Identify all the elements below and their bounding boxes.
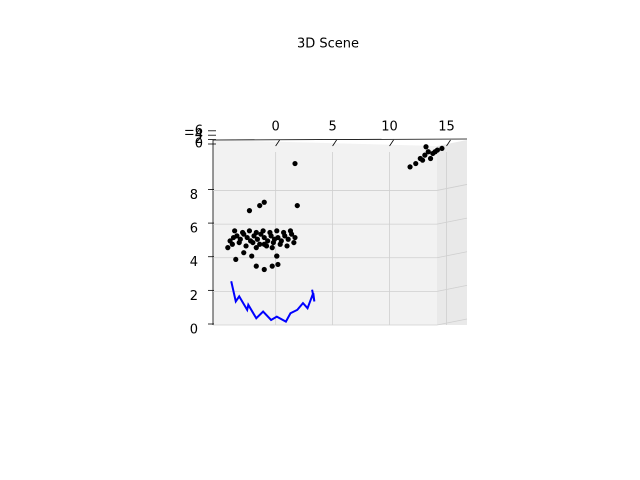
- point: [233, 256, 239, 263]
- point: [253, 229, 259, 236]
- x-tick: [446, 139, 451, 147]
- point: [432, 149, 438, 155]
- point: [257, 241, 263, 247]
- point: [240, 229, 246, 236]
- pane: [213, 140, 437, 325]
- point: [287, 228, 294, 234]
- x-tick-label: 15: [438, 120, 455, 135]
- point: [250, 239, 256, 246]
- point: [246, 228, 253, 234]
- point: [294, 202, 300, 209]
- point: [281, 229, 287, 236]
- point: [419, 157, 426, 163]
- point: [277, 241, 283, 247]
- point: [246, 208, 253, 214]
- point: [292, 234, 298, 241]
- point: [229, 241, 235, 247]
- grid-line: [436, 184, 468, 191]
- point: [274, 253, 280, 259]
- grid-line: [436, 217, 468, 225]
- z-tick-label: −6: [184, 123, 203, 138]
- point: [249, 253, 255, 259]
- point: [423, 144, 429, 150]
- point: [275, 261, 281, 268]
- z-tick-label: 0: [195, 137, 203, 152]
- point: [236, 239, 242, 246]
- x-tick-label: 10: [381, 120, 398, 135]
- grid-line: [436, 318, 468, 326]
- side-pane: [437, 140, 467, 325]
- point: [407, 164, 413, 170]
- point: [243, 243, 249, 249]
- chart-title: 3D Scene: [297, 37, 359, 52]
- grid-line: [436, 284, 468, 292]
- y-tick-label: 8: [190, 188, 198, 203]
- x-tick-label: 0: [272, 120, 280, 135]
- point: [261, 234, 267, 241]
- point: [254, 236, 261, 242]
- z-tick-label: 2: [195, 132, 203, 147]
- point: [275, 234, 281, 241]
- point: [413, 160, 419, 167]
- point: [257, 202, 263, 209]
- point: [274, 228, 280, 234]
- point: [427, 155, 434, 162]
- point: [232, 228, 238, 234]
- x-tick: [332, 139, 337, 147]
- point: [253, 245, 259, 251]
- point: [234, 233, 240, 239]
- point: [425, 149, 431, 155]
- point: [269, 245, 275, 251]
- point: [265, 238, 271, 244]
- y-tick-label: 4: [190, 255, 198, 270]
- y-tick-label: 2: [190, 289, 198, 304]
- y-tick-label: 0: [190, 323, 198, 338]
- point: [285, 236, 291, 242]
- point: [225, 245, 231, 251]
- x-tick: [389, 139, 394, 147]
- point: [253, 263, 259, 269]
- point: [422, 152, 428, 158]
- y-tick-label: 6: [190, 222, 198, 237]
- point: [439, 145, 445, 152]
- z-tick-label: −4: [184, 128, 203, 143]
- point: [270, 239, 276, 246]
- point: [241, 250, 247, 256]
- x-axis-line: [212, 138, 468, 141]
- point: [261, 199, 267, 205]
- x-tick-label: 5: [328, 120, 336, 135]
- point: [292, 160, 298, 167]
- point: [244, 234, 250, 241]
- grid-line: [436, 251, 468, 259]
- point: [261, 241, 267, 247]
- point: [284, 243, 290, 249]
- point: [261, 266, 267, 273]
- x-tick: [275, 139, 280, 147]
- point: [260, 228, 266, 234]
- point: [269, 263, 275, 269]
- point: [267, 229, 273, 236]
- trajectory: [230, 281, 316, 323]
- point: [291, 239, 297, 246]
